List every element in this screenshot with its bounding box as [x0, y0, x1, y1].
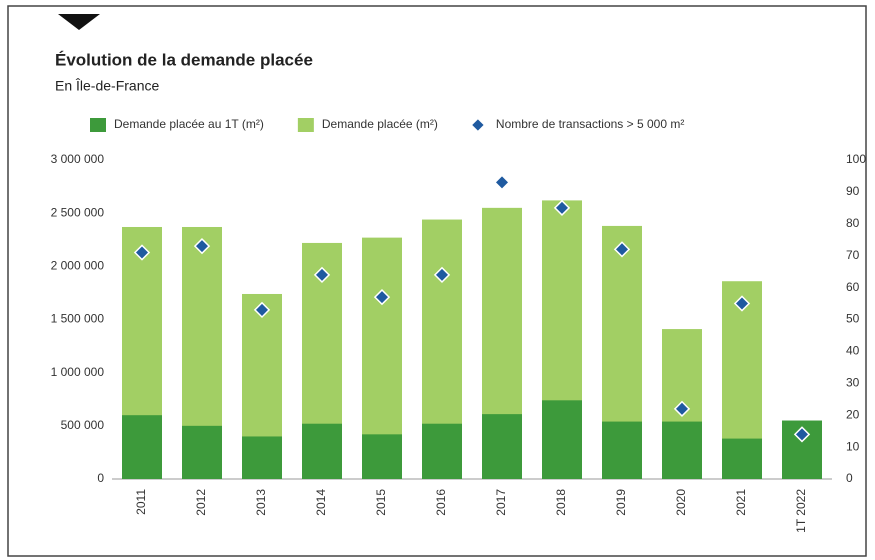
y-tick-label: 1 500 000: [51, 312, 105, 326]
legend-swatch: [90, 118, 106, 132]
y2-tick-label: 30: [846, 375, 860, 389]
y2-tick-label: 60: [846, 280, 860, 294]
bar: [122, 415, 162, 479]
point: [553, 199, 571, 216]
bar: [722, 438, 762, 479]
point: [313, 266, 331, 283]
x-tick-label: 2011: [134, 489, 148, 515]
x-tick-label: 2021: [734, 489, 748, 516]
x-tick-label: 2015: [374, 489, 388, 516]
y-tick-label: 2 000 000: [51, 259, 105, 273]
point: [253, 301, 271, 319]
point: [493, 174, 511, 191]
x-tick-label: 2020: [674, 489, 688, 516]
y-tick-label: 2 500 000: [51, 205, 105, 219]
point: [673, 400, 691, 417]
x-tick-label: 2014: [314, 489, 328, 516]
legend-label: Demande placée (m²): [322, 117, 438, 131]
bar: [482, 414, 522, 479]
point: [133, 244, 151, 261]
bar: [602, 421, 642, 479]
point: [193, 237, 211, 255]
bar: [242, 436, 282, 479]
y-tick-label: 1 000 000: [51, 365, 105, 379]
bar: [542, 400, 582, 479]
x-tick-label: 2018: [554, 489, 568, 516]
bar: [182, 425, 222, 479]
chart-subtitle: En Île-de-France: [55, 78, 159, 94]
y2-tick-label: 100: [846, 152, 866, 166]
point: [793, 426, 811, 443]
x-tick-label: 2013: [254, 489, 268, 516]
y2-tick-label: 40: [846, 344, 860, 358]
y2-tick-label: 80: [846, 216, 860, 230]
bar: [422, 423, 462, 479]
chart-title: Évolution de la demande placée: [55, 50, 313, 69]
legend-label: Demande placée au 1T (m²): [114, 117, 264, 131]
bar: [662, 421, 702, 479]
x-tick-label: 2016: [434, 489, 448, 516]
x-tick-label: 1T 2022: [794, 489, 808, 533]
bar: [362, 434, 402, 479]
marker-triangle: [58, 14, 100, 30]
y-tick-label: 500 000: [61, 418, 105, 432]
x-tick-label: 2012: [194, 489, 208, 516]
point: [613, 241, 631, 258]
y-tick-label: 3 000 000: [51, 152, 105, 166]
legend-swatch: [297, 118, 314, 132]
x-tick-label: 2019: [614, 489, 628, 516]
point: [733, 295, 751, 312]
y2-tick-label: 0: [846, 471, 853, 485]
legend-label: Nombre de transactions > 5 000 m²: [496, 117, 684, 131]
y2-tick-label: 90: [846, 184, 860, 198]
x-tick-label: 2017: [494, 489, 508, 516]
y2-tick-label: 50: [846, 312, 860, 326]
bar: [302, 423, 342, 479]
point: [373, 289, 391, 306]
y2-tick-label: 70: [846, 248, 860, 262]
point: [433, 266, 451, 283]
y2-tick-label: 10: [846, 439, 860, 453]
y2-tick-label: 20: [846, 407, 860, 421]
y-tick-label: 0: [97, 471, 104, 485]
